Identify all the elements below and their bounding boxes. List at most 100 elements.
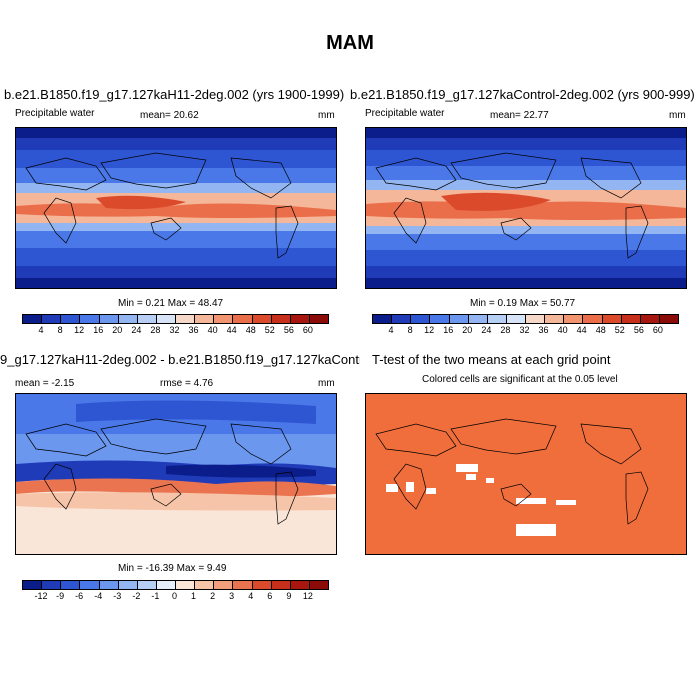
- panel-3-colorbar-swatch: [80, 581, 100, 589]
- panel-1-colorbar-tick-label: 8: [57, 325, 63, 335]
- panel-3-colorbar-swatch: [290, 581, 310, 589]
- panel-1-colorbar-labels: 4 8 12 16 20 24 28 32 36 40 44 48 52 56 60: [22, 325, 327, 337]
- panel-2-colorbar-tick-label: 4: [388, 325, 394, 335]
- panel-1-colorbar: [22, 314, 329, 324]
- panel-3-colorbar-tick-label: -6: [75, 591, 84, 601]
- panel-2-colorbar-swatch: [621, 315, 641, 323]
- panel-4-subtitle: Colored cells are significant at the 0.0…: [422, 374, 618, 385]
- panel-2-colorbar-swatch: [659, 315, 678, 323]
- panel-1-stats: Min = 0.21 Max = 48.47: [118, 298, 224, 309]
- panel-3-colorbar-tick-label: 2: [210, 591, 216, 601]
- panel-4-map: [365, 393, 687, 555]
- panel-2-map: [365, 127, 687, 289]
- panel-1-colorbar-swatch: [252, 315, 272, 323]
- panel-1-colorbar-swatch: [176, 315, 196, 323]
- panel-2-colorbar-swatch: [392, 315, 412, 323]
- panel-1-map: [15, 127, 337, 289]
- panel-1-title: b.e21.B1850.f19_g17.127kaH11-2deg.002 (y…: [4, 87, 345, 102]
- panel-3-colorbar-swatch: [137, 581, 157, 589]
- panel-3-colorbar-tick-label: -4: [94, 591, 103, 601]
- panel-1-colorbar-swatch: [137, 315, 157, 323]
- panel-2-colorbar-swatch: [564, 315, 584, 323]
- panel-3-colorbar-tick-label: -12: [34, 591, 48, 601]
- panel-2-colorbar-swatch: [545, 315, 565, 323]
- panel-1-colorbar-swatch: [290, 315, 310, 323]
- panel-3-colorbar-tick-label: -3: [113, 591, 122, 601]
- panel-1-colorbar-swatch: [118, 315, 138, 323]
- panel-3-colorbar-swatch: [233, 581, 253, 589]
- panel-3-colorbar-swatch: [42, 581, 62, 589]
- panel-3-colorbar-swatch: [118, 581, 138, 589]
- page-title: MAM: [326, 32, 374, 54]
- panel-2-colorbar-tick-label: 32: [519, 325, 530, 335]
- panel-2-colorbar-swatch: [506, 315, 526, 323]
- panel-2-variable-label: Precipitable water: [365, 108, 445, 119]
- panel-2-colorbar-swatch: [583, 315, 603, 323]
- panel-2-colorbar-tick-label: 48: [595, 325, 606, 335]
- panel-1-colorbar-tick-label: 36: [188, 325, 199, 335]
- panel-3-colorbar-swatch: [176, 581, 196, 589]
- panel-1-colorbar-tick-label: 56: [283, 325, 294, 335]
- panel-2-colorbar-tick-label: 28: [500, 325, 511, 335]
- panel-3-title: 9_g17.127kaH11-2deg.002 - b.e21.B1850.f1…: [0, 352, 360, 367]
- panel-3-rmse-label: rmse = 4.76: [160, 378, 214, 389]
- panel-1-colorbar-tick-label: 16: [93, 325, 104, 335]
- panel-3-colorbar-swatch: [61, 581, 81, 589]
- panel-1-units-label: mm: [318, 110, 335, 121]
- panel-3-colorbar-tick-label: -1: [151, 591, 160, 601]
- panel-1-colorbar-tick-label: 44: [226, 325, 237, 335]
- panel-2-colorbar-swatch: [526, 315, 546, 323]
- panel-2-colorbar-tick-label: 60: [652, 325, 663, 335]
- panel-1-colorbar-tick-label: 28: [150, 325, 161, 335]
- panel-2-colorbar-tick-label: 24: [481, 325, 492, 335]
- panel-3-colorbar-swatch: [156, 581, 176, 589]
- panel-2-colorbar-swatch: [449, 315, 469, 323]
- panel-3-units-label: mm: [318, 378, 335, 389]
- panel-3-colorbar-tick-label: 9: [286, 591, 292, 601]
- panel-2-colorbar-tick-label: 12: [424, 325, 435, 335]
- panel-2-units-label: mm: [669, 110, 686, 121]
- panel-3-colorbar-tick-label: 12: [302, 591, 313, 601]
- panel-2-mean-label: mean= 22.77: [490, 110, 549, 121]
- panel-2-colorbar-tick-label: 56: [633, 325, 644, 335]
- panel-2-colorbar-tick-label: 40: [557, 325, 568, 335]
- panel-1-colorbar-tick-label: 60: [302, 325, 313, 335]
- panel-1-colorbar-swatch: [271, 315, 291, 323]
- panel-2-colorbar-tick-label: 8: [407, 325, 413, 335]
- panel-2-colorbar-swatch: [602, 315, 622, 323]
- panel-2-colorbar-swatch: [411, 315, 431, 323]
- panel-1-colorbar-swatch: [42, 315, 62, 323]
- panel-1-colorbar-swatch: [61, 315, 81, 323]
- panel-3-colorbar-tick-label: 0: [171, 591, 178, 601]
- panel-1-colorbar-tick-label: 48: [245, 325, 256, 335]
- panel-1-colorbar-swatch: [195, 315, 215, 323]
- panel-2-colorbar-tick-label: 44: [576, 325, 587, 335]
- panel-1-colorbar-swatch: [156, 315, 176, 323]
- panel-1-colorbar-tick-label: 4: [38, 325, 44, 335]
- panel-4-title: T-test of the two means at each grid poi…: [372, 352, 611, 367]
- panel-3-map: [15, 393, 337, 555]
- panel-3-mean-label: mean = -2.15: [15, 378, 75, 389]
- panel-1-mean-label: mean= 20.62: [140, 110, 199, 121]
- panel-3-stats: Min = -16.39 Max = 9.49: [118, 563, 227, 574]
- panel-1-colorbar-tick-label: 52: [264, 325, 275, 335]
- panel-3-colorbar-swatch: [309, 581, 328, 589]
- panel-1-colorbar-tick-label: 40: [207, 325, 218, 335]
- panel-2-title: b.e21.B1850.f19_g17.127kaControl-2deg.00…: [350, 87, 695, 102]
- panel-1-colorbar-swatch: [214, 315, 234, 323]
- panel-2-stats: Min = 0.19 Max = 50.77: [470, 298, 576, 309]
- panel-1-colorbar-swatch: [309, 315, 328, 323]
- panel-3-colorbar: [22, 580, 329, 590]
- panel-3-colorbar-labels: -12 -9 -6 -4 -3 -2 -1 0 1 2 3 4 6 9 12: [22, 591, 327, 603]
- panel-3-colorbar-tick-label: -2: [132, 591, 141, 601]
- panel-2-colorbar-tick-label: 36: [538, 325, 549, 335]
- panel-1-colorbar-swatch: [80, 315, 100, 323]
- panel-1-colorbar-swatch: [23, 315, 43, 323]
- panel-3-colorbar-tick-label: 1: [191, 591, 197, 601]
- panel-2-colorbar-swatch: [640, 315, 660, 323]
- panel-2-colorbar-swatch: [468, 315, 488, 323]
- panel-2-colorbar: [372, 314, 679, 324]
- panel-3-colorbar-swatch: [271, 581, 291, 589]
- panel-1-colorbar-tick-label: 24: [131, 325, 142, 335]
- panel-1-colorbar-tick-label: 32: [169, 325, 180, 335]
